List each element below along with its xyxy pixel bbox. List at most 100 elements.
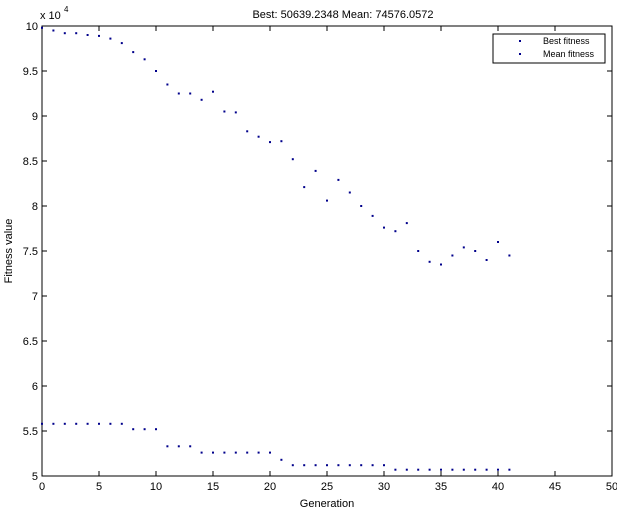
mean-fitness-point xyxy=(428,260,431,263)
mean-fitness-point xyxy=(337,178,340,181)
best-fitness-point xyxy=(98,422,100,425)
mean-fitness-point xyxy=(303,186,306,189)
y-tick-label: 5 xyxy=(32,471,38,483)
mean-fitness-point xyxy=(234,111,237,114)
x-axis-label: Generation xyxy=(300,498,354,510)
best-fitness-point xyxy=(75,422,78,425)
best-fitness-point xyxy=(189,445,192,448)
mean-fitness-point xyxy=(212,90,214,93)
x-tick-label: 30 xyxy=(378,481,390,493)
y-tick-label: 10 xyxy=(26,21,38,33)
mean-fitness-point xyxy=(177,92,180,95)
best-fitness-point xyxy=(41,422,43,425)
best-fitness-point xyxy=(485,468,488,471)
mean-fitness-point xyxy=(166,83,169,86)
mean-fitness-point xyxy=(155,70,157,72)
legend-label-mean: Mean fitness xyxy=(543,49,595,59)
mean-fitness-point xyxy=(200,98,203,101)
legend: Best fitness Mean fitness xyxy=(492,33,606,64)
best-fitness-point xyxy=(52,422,55,425)
mean-fitness-point xyxy=(440,263,442,266)
best-fitness-point xyxy=(383,464,385,467)
best-fitness-point xyxy=(405,468,408,471)
best-fitness-point xyxy=(440,468,442,471)
legend-box xyxy=(492,33,606,64)
mean-fitness-point xyxy=(269,141,271,144)
x-tick-label: 35 xyxy=(435,481,447,493)
legend-marker-best xyxy=(519,40,521,42)
mean-fitness-point xyxy=(280,140,283,143)
x-tick-label: 20 xyxy=(264,481,276,493)
mean-fitness-point xyxy=(109,37,112,40)
y-multiplier-exponent: 4 xyxy=(64,5,69,14)
y-tick-label: 9 xyxy=(32,111,38,123)
mean-fitness-point xyxy=(52,29,55,32)
x-tick-label: 50 xyxy=(606,481,617,493)
best-fitness-point xyxy=(246,451,249,454)
plot-area xyxy=(41,25,613,477)
best-fitness-point xyxy=(348,464,351,467)
mean-fitness-point xyxy=(246,130,249,133)
best-fitness-point xyxy=(371,464,374,467)
y-tick-label: 5.5 xyxy=(23,426,38,438)
mean-fitness-point xyxy=(417,250,420,252)
best-fitness-point xyxy=(143,428,146,431)
best-fitness-point xyxy=(132,428,135,431)
best-fitness-point xyxy=(155,428,157,431)
legend-marker-mean xyxy=(519,53,521,55)
mean-fitness-point xyxy=(86,34,89,36)
mean-fitness-point xyxy=(371,214,374,217)
x-tick-label: 25 xyxy=(321,481,333,493)
mean-fitness-point xyxy=(314,169,317,172)
series-layer xyxy=(41,26,511,471)
best-fitness-point xyxy=(257,451,260,454)
best-fitness-point xyxy=(417,468,420,471)
mean-fitness-point xyxy=(120,42,123,45)
best-fitness-point xyxy=(394,468,397,471)
mean-fitness-point xyxy=(383,226,385,229)
best-fitness-point xyxy=(212,451,214,454)
best-fitness-point xyxy=(451,468,454,471)
x-tick-label: 10 xyxy=(150,481,162,493)
best-fitness-point xyxy=(314,464,317,467)
best-fitness-point xyxy=(360,464,363,467)
best-fitness-point xyxy=(63,422,66,425)
mean-fitness-point xyxy=(348,191,351,194)
best-fitness-point xyxy=(474,468,477,471)
best-fitness-point xyxy=(497,468,499,471)
mean-fitness-point xyxy=(63,32,66,35)
y-tick-label: 8 xyxy=(32,201,38,213)
mean-fitness-point xyxy=(462,246,465,249)
best-fitness-point xyxy=(109,422,112,425)
mean-fitness-point xyxy=(451,254,454,257)
mean-fitness-point xyxy=(474,250,477,252)
mean-fitness-point xyxy=(291,158,294,161)
best-fitness-point xyxy=(86,422,89,425)
x-tick-label: 40 xyxy=(492,481,504,493)
mean-fitness-point xyxy=(405,222,408,225)
mean-fitness-point xyxy=(98,34,100,37)
mean-fitness-point xyxy=(497,241,499,243)
x-ticks: 0 5 10 15 20 25 30 35 40 45 50 xyxy=(39,26,617,493)
best-fitness-point xyxy=(291,464,294,467)
legend-label-best: Best fitness xyxy=(543,36,590,46)
best-fitness-point xyxy=(234,451,237,454)
x-tick-label: 5 xyxy=(96,481,102,493)
best-fitness-point xyxy=(428,468,431,471)
mean-fitness-point xyxy=(41,26,43,29)
best-fitness-point xyxy=(326,464,328,467)
y-axis-label: Fitness value xyxy=(3,219,15,284)
mean-fitness-point xyxy=(223,110,226,113)
mean-fitness-point xyxy=(326,199,328,202)
y-tick-label: 7.5 xyxy=(23,246,38,258)
chart-title: Best: 50639.2348 Mean: 74576.0572 xyxy=(252,9,433,21)
y-axis-multiplier: x 10 4 xyxy=(40,5,69,22)
y-tick-label: 6 xyxy=(32,381,38,393)
mean-fitness-point xyxy=(143,58,146,61)
mean-fitness-point xyxy=(485,259,488,261)
best-fitness-point xyxy=(337,464,340,467)
y-multiplier-label: x 10 xyxy=(40,10,61,22)
best-fitness-point xyxy=(223,451,226,454)
mean-fitness-point xyxy=(257,135,260,138)
